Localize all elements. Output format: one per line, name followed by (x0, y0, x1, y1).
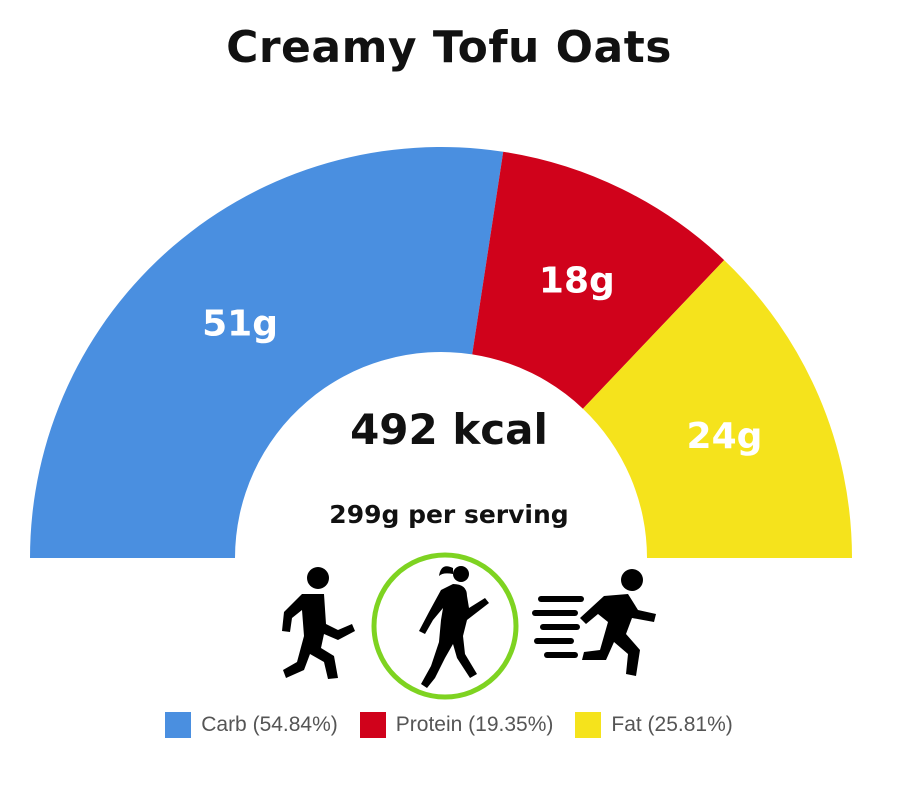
legend-item-fat: Fat (25.81%) (575, 712, 733, 738)
serving-size: 299g per serving (329, 500, 569, 529)
legend-label-fat: Fat (25.81%) (611, 713, 733, 736)
legend-swatch-fat (575, 712, 602, 738)
segment-carb (30, 146, 504, 558)
chart-title: Creamy Tofu Oats (226, 22, 672, 73)
legend-label-protein: Protein (19.35%) (395, 713, 554, 736)
legend-item-protein: Protein (19.35%) (359, 712, 554, 738)
legend-swatch-protein (359, 712, 386, 738)
legend: Carb (54.84%) Protein (19.35%) Fat (25.8… (0, 712, 898, 738)
segment-fat (582, 260, 852, 558)
segment-label-fat: 24g (687, 416, 763, 457)
walking-person-icon (282, 567, 355, 679)
legend-swatch-carb (165, 712, 192, 738)
sprinting-person-icon (532, 569, 656, 676)
segment-label-protein: 18g (539, 261, 615, 302)
segment-label-carb: 51g (202, 303, 278, 344)
segment-protein (472, 151, 725, 409)
calorie-total: 492 kcal (350, 405, 548, 454)
running-person-icon (371, 552, 519, 700)
legend-label-carb: Carb (54.84%) (201, 713, 338, 736)
legend-item-carb: Carb (54.84%) (165, 712, 338, 738)
